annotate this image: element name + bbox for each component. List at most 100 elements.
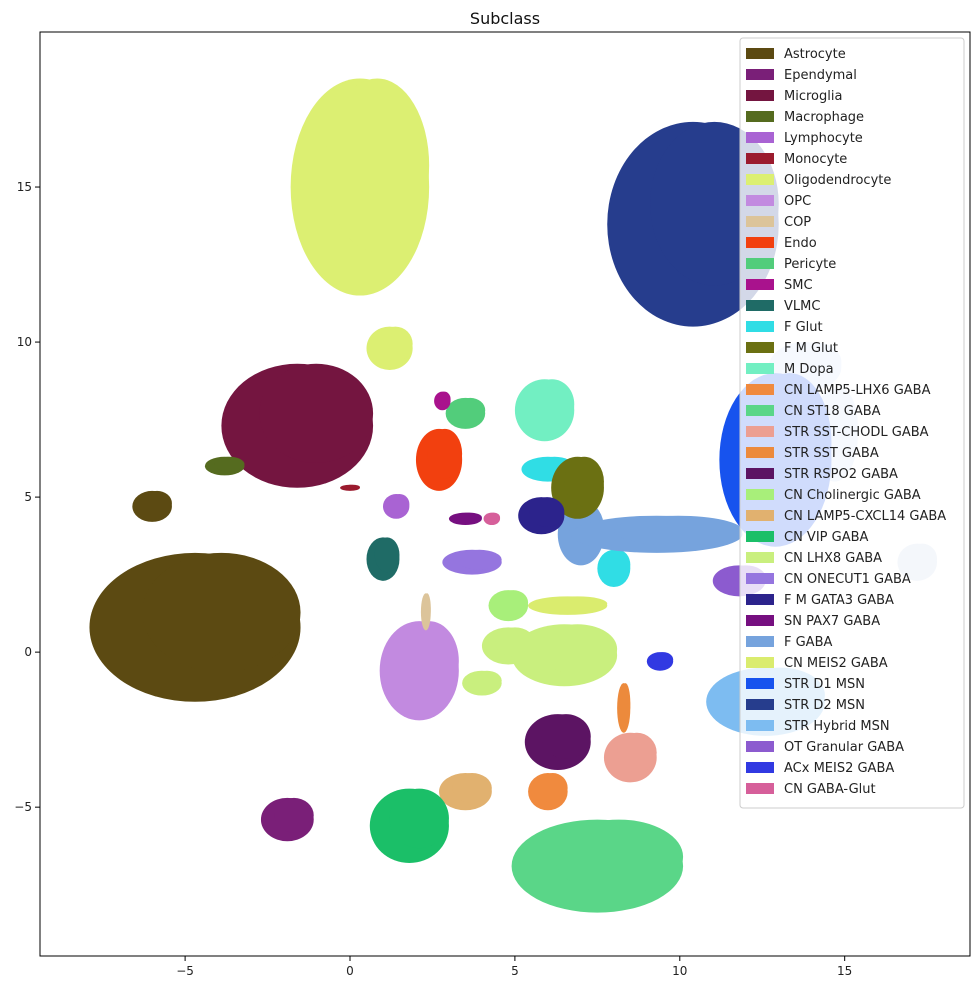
cluster-smc	[434, 391, 451, 411]
legend-swatch	[746, 405, 774, 416]
legend-swatch	[746, 258, 774, 269]
cluster-macrophage	[204, 456, 245, 476]
legend-swatch	[746, 741, 774, 752]
cluster-str-rspo2-gaba-lobe	[541, 714, 591, 759]
cluster-f-gaba-lobe	[613, 515, 743, 546]
cluster-str-rspo2-gaba	[524, 714, 591, 770]
legend-label: CN LAMP5-LHX6 GABA	[784, 383, 931, 398]
x-tick-label: 10	[672, 964, 687, 978]
cluster-f-m-gata3-gaba	[518, 497, 565, 535]
cluster-oligodendrocyte-lobe	[325, 78, 430, 253]
legend-label: STR RSPO2 GABA	[784, 467, 898, 482]
x-tick-label: 15	[837, 964, 852, 978]
cluster-str-sst-gaba	[617, 683, 631, 733]
legend-label: Macrophage	[784, 110, 864, 125]
legend-label: Monocyte	[784, 152, 847, 167]
cluster-microglia	[221, 363, 374, 488]
cluster-cop-lobe	[423, 593, 431, 623]
cluster-microglia-lobe	[259, 363, 374, 463]
legend-label: F M Glut	[784, 341, 838, 356]
cluster-cop	[420, 593, 431, 631]
cluster-ependymal	[260, 797, 314, 842]
legend-swatch	[746, 531, 774, 542]
cluster-extra-4	[597, 549, 631, 588]
legend-label: STR D2 MSN	[784, 698, 865, 713]
legend-swatch	[746, 762, 774, 773]
cluster-macrophage-lobe	[214, 456, 245, 472]
cluster-extra-9-lobe	[472, 670, 502, 691]
legend-swatch	[746, 321, 774, 332]
cluster-cn-lhx8-gaba	[511, 624, 618, 687]
cluster-extra-6	[366, 326, 413, 370]
legend-swatch	[746, 783, 774, 794]
legend-swatch	[746, 174, 774, 185]
legend-label: CN VIP GABA	[784, 530, 869, 545]
y-tick-label: 15	[17, 180, 32, 194]
legend-swatch	[746, 48, 774, 59]
legend-swatch	[746, 132, 774, 143]
legend-swatch	[746, 90, 774, 101]
cluster-cn-cholinergic-gaba	[488, 590, 529, 622]
legend-swatch	[746, 573, 774, 584]
legend-label: CN LAMP5-CXCL14 GABA	[784, 509, 946, 524]
cluster-str-sst-chodl-gaba-lobe	[617, 732, 657, 773]
legend-label: CN ONECUT1 GABA	[784, 572, 911, 587]
cluster-str-sst-chodl-gaba	[603, 732, 657, 783]
cluster-sn-pax7-gaba	[448, 512, 482, 526]
cluster-endo-lobe	[427, 428, 463, 479]
legend-label: CN Cholinergic GABA	[784, 488, 921, 503]
legend-label: STR D1 MSN	[784, 677, 865, 692]
cluster-acx-meis2-gaba-lobe	[653, 652, 674, 668]
legend-label: Microglia	[784, 89, 842, 104]
legend-swatch	[746, 615, 774, 626]
legend-label: CN MEIS2 GABA	[784, 656, 888, 671]
cluster-ependymal-lobe	[274, 797, 314, 833]
cluster-f-m-glut	[551, 456, 604, 519]
legend-label: CN LHX8 GABA	[784, 551, 882, 566]
legend-swatch	[746, 384, 774, 395]
legend-label: CN ST18 GABA	[784, 404, 881, 419]
legend-swatch	[746, 678, 774, 689]
cluster-opc-lobe	[399, 621, 459, 701]
cluster-oligodendrocyte	[290, 78, 430, 296]
cluster-acx-meis2-gaba	[646, 652, 674, 671]
cluster-cn-lamp5-lhx6-gaba	[528, 773, 568, 811]
legend-label: OPC	[784, 194, 811, 209]
legend: Astrocyte Ependymal Microglia Macrophage Lym…	[739, 37, 965, 809]
legend-label: STR Hybrid MSN	[784, 719, 890, 734]
legend-label: VLMC	[784, 299, 820, 314]
y-tick-label: 5	[24, 490, 32, 504]
cluster-cn-onecut1-gaba-lobe	[457, 549, 502, 570]
legend-swatch	[746, 489, 774, 500]
cluster-cn-vip-gaba	[369, 788, 449, 863]
cluster-sn-pax7-gaba-lobe	[457, 512, 482, 523]
legend-swatch	[746, 237, 774, 248]
legend-swatch	[746, 111, 774, 122]
cluster-extra-4-lobe	[605, 549, 631, 580]
legend-label: F Glut	[784, 320, 823, 335]
cluster-lymphocyte	[382, 494, 410, 519]
cluster-cn-vip-gaba-lobe	[389, 788, 449, 849]
cluster-cn-meis2-gaba-lobe	[547, 596, 608, 612]
cluster-vlmc	[366, 537, 400, 581]
legend-swatch	[746, 69, 774, 80]
legend-swatch	[746, 720, 774, 731]
cluster-f-m-glut-lobe	[564, 456, 604, 507]
legend-label: CN GABA-Glut	[784, 782, 876, 797]
cluster-str-sst-gaba-lobe	[620, 683, 631, 723]
cluster-pericyte-lobe	[455, 397, 486, 423]
cluster-extra-7-lobe	[142, 490, 172, 516]
cluster-cn-gaba-glut-lobe	[487, 512, 501, 523]
legend-swatch	[746, 300, 774, 311]
legend-label: Pericyte	[784, 257, 836, 272]
legend-label: COP	[784, 215, 811, 230]
legend-label: M Dopa	[784, 362, 834, 377]
cluster-cn-onecut1-gaba	[442, 549, 502, 575]
cluster-f-gaba	[570, 515, 743, 553]
legend-swatch	[746, 657, 774, 668]
legend-label: SMC	[784, 278, 813, 293]
legend-swatch	[746, 195, 774, 206]
legend-swatch	[746, 699, 774, 710]
